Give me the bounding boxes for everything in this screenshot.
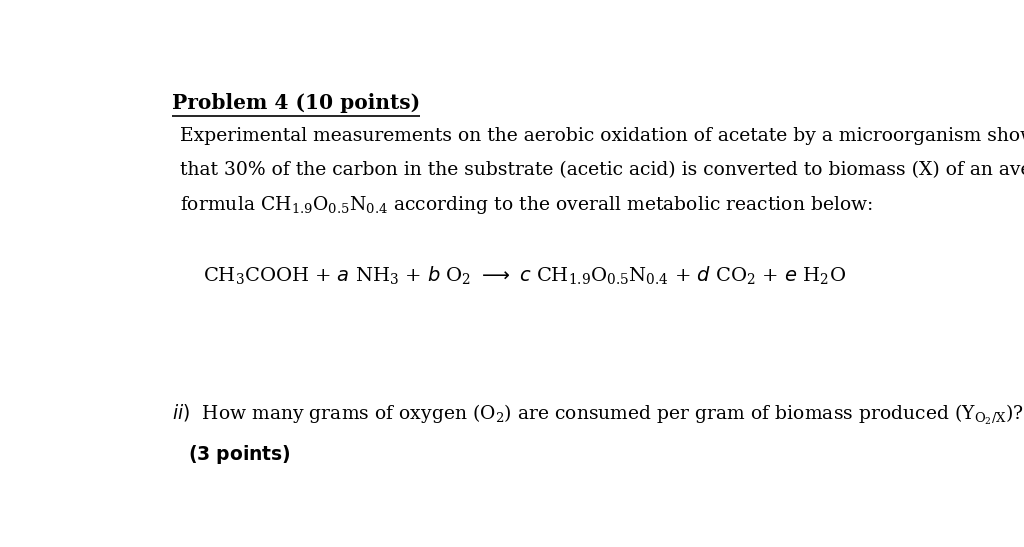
Text: $\mathregular{CH_3COOH}$ + $\mathbf{\it{a}}$ $\mathregular{NH_3}$ + $\mathbf{\it: $\mathregular{CH_3COOH}$ + $\mathbf{\it{… bbox=[204, 264, 846, 286]
Text: formula $\mathregular{CH_{1.9}O_{0.5}N_{0.4}}$ according to the overall metaboli: formula $\mathregular{CH_{1.9}O_{0.5}N_{… bbox=[179, 194, 872, 216]
Text: $\it{ii})$  How many grams of oxygen ($\mathregular{O_2}$) are consumed per gram: $\it{ii})$ How many grams of oxygen ($\m… bbox=[172, 403, 1024, 427]
Text: that 30% of the carbon in the substrate (acetic acid) is converted to biomass (X: that 30% of the carbon in the substrate … bbox=[179, 160, 1024, 179]
Text: $\mathbf{(3\ points)}$: $\mathbf{(3\ points)}$ bbox=[187, 443, 291, 465]
Text: Problem 4 (10 points): Problem 4 (10 points) bbox=[172, 93, 420, 113]
Text: Experimental measurements on the aerobic oxidation of acetate by a microorganism: Experimental measurements on the aerobic… bbox=[179, 127, 1024, 145]
